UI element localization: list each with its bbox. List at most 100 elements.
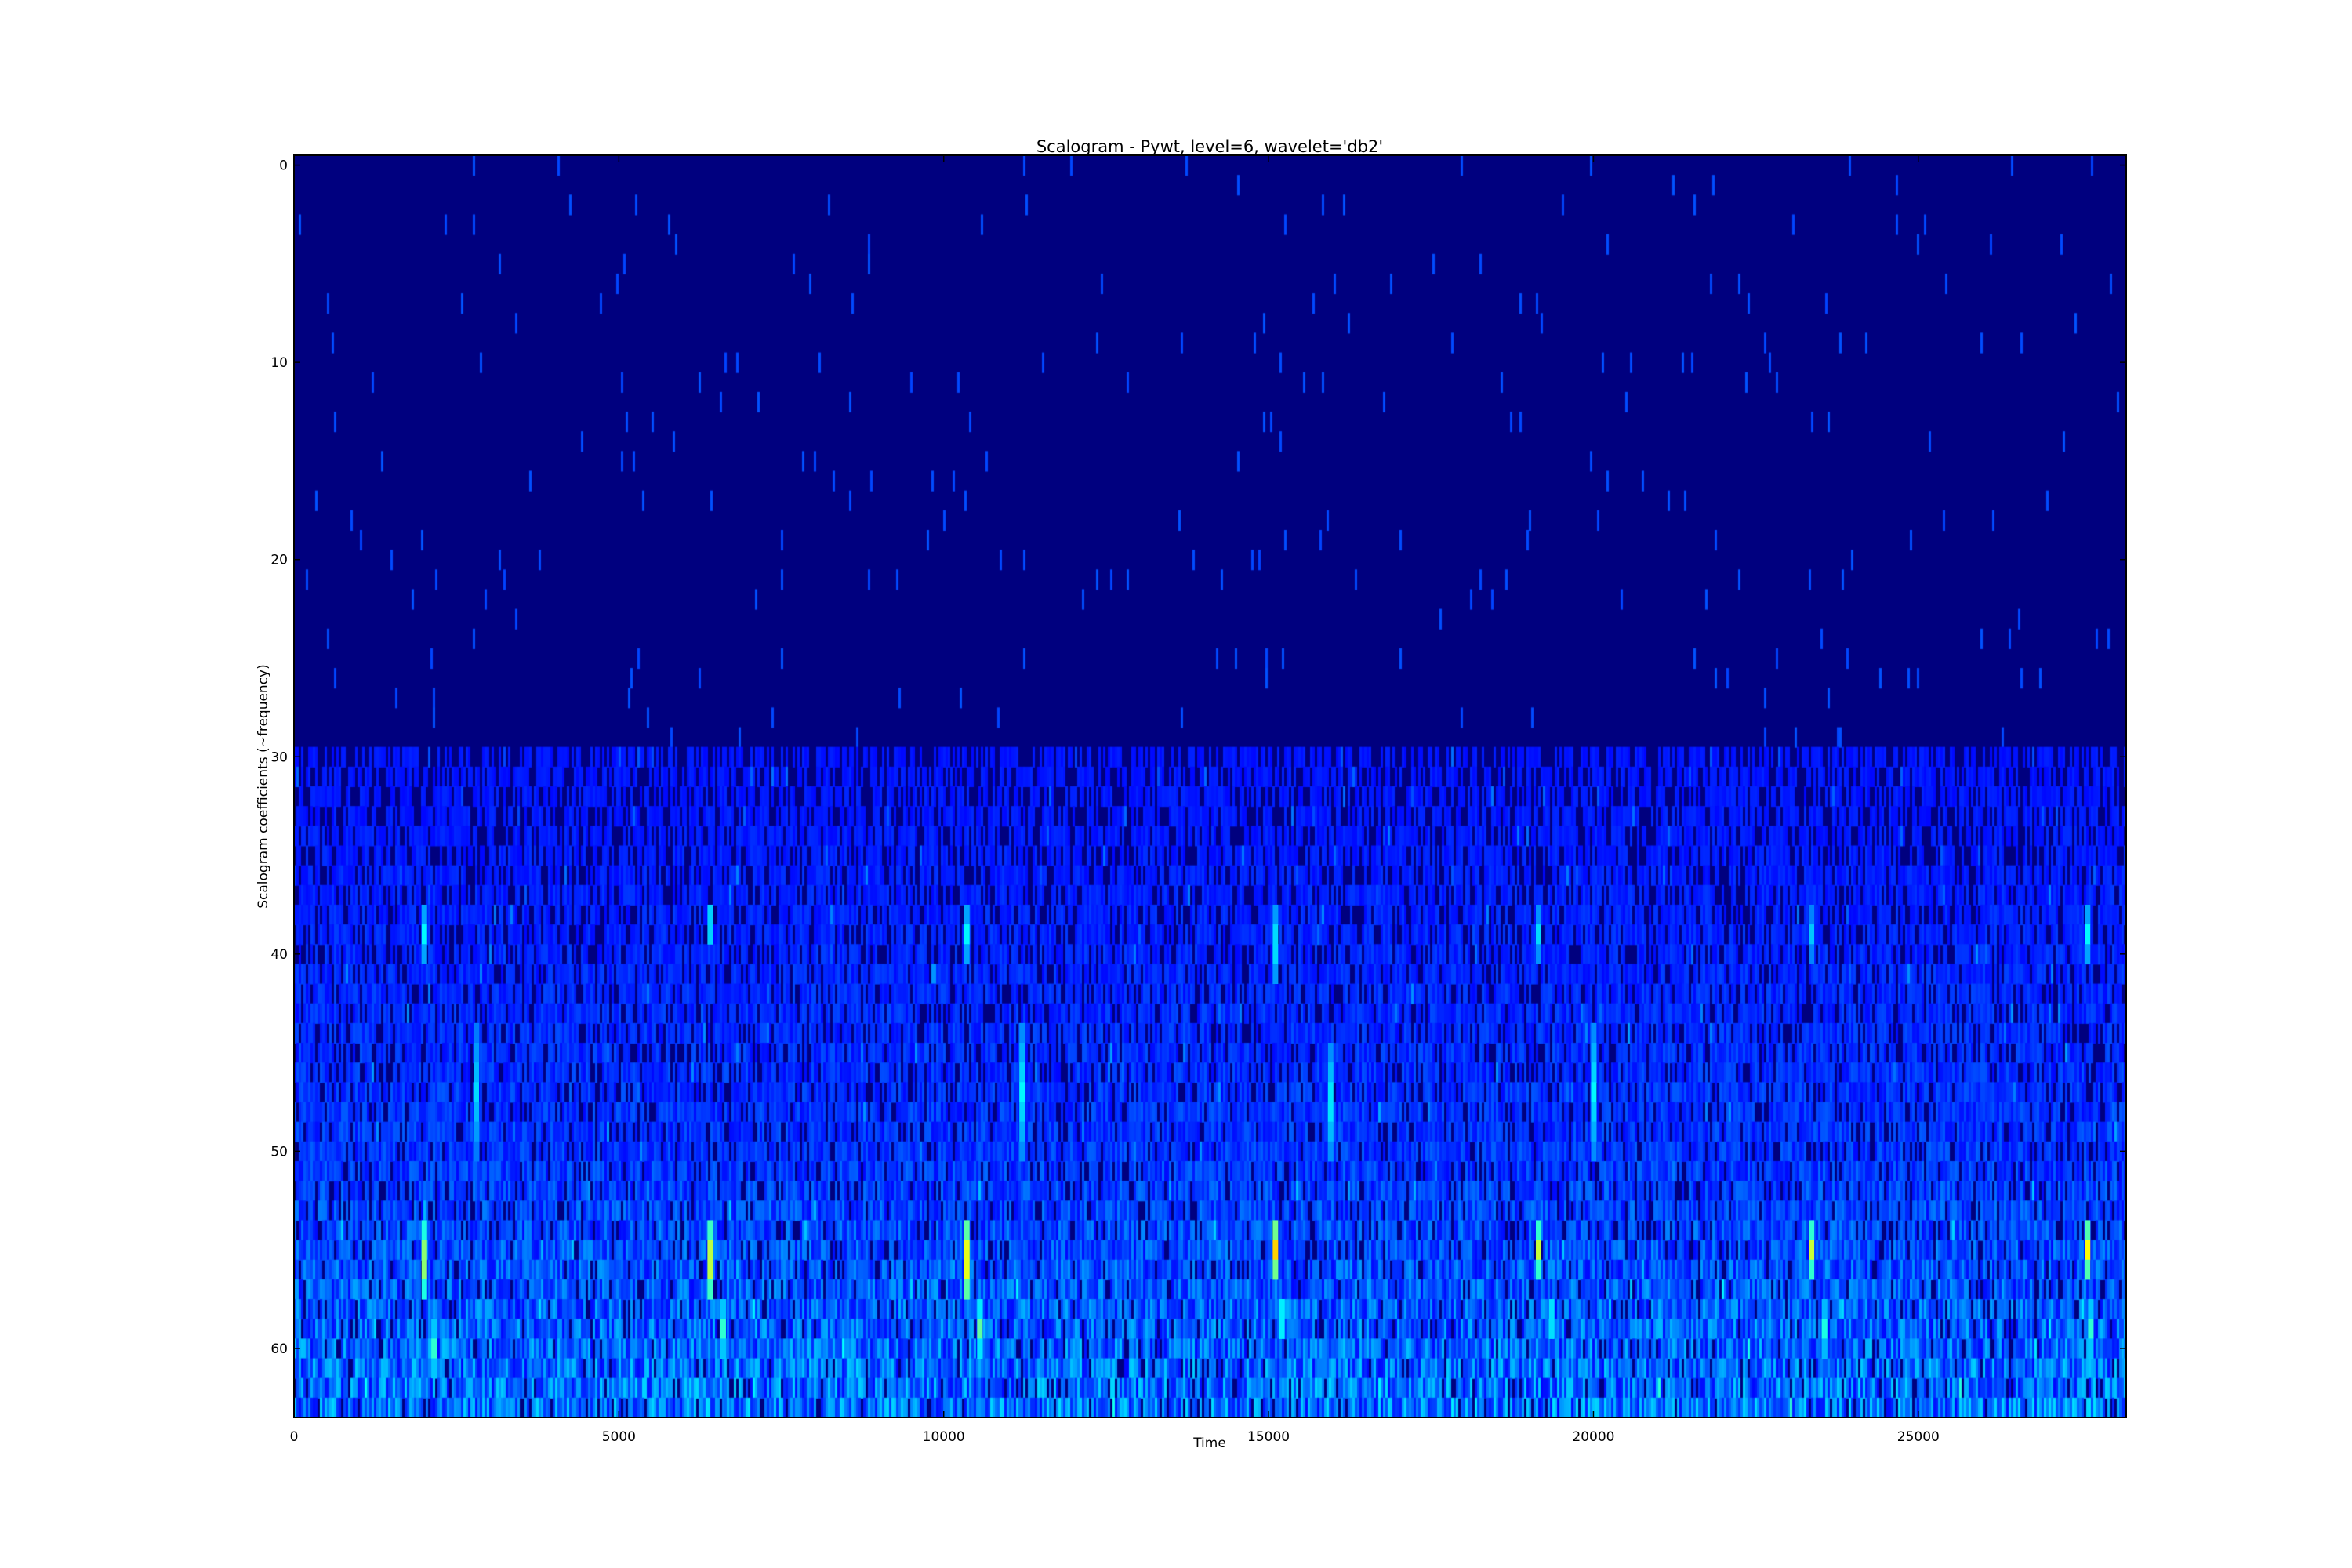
event-mark [474, 1141, 480, 1162]
x-axis: 0 5000 10000 15000 20000 25000 [290, 155, 1940, 1445]
event-mark [2085, 1259, 2091, 1280]
event-mark [720, 1338, 726, 1359]
event-mark [1809, 1259, 1815, 1280]
event-mark [1019, 1082, 1025, 1102]
event-mark [707, 1279, 713, 1300]
y-tick-label: 40 [270, 947, 288, 963]
x-axis-label: Time [1192, 1436, 1226, 1451]
event-mark [964, 924, 970, 945]
event-mark [1548, 1299, 1555, 1319]
event-mark [474, 1082, 480, 1102]
event-mark [964, 944, 970, 964]
event-mark [1019, 1062, 1025, 1083]
event-mark [1536, 904, 1542, 925]
event-mark [2088, 1338, 2094, 1359]
event-mark [1279, 1299, 1285, 1319]
event-mark [1591, 1062, 1597, 1083]
event-mark [2085, 904, 2091, 925]
event-mark [421, 904, 427, 925]
event-mark [2085, 924, 2091, 945]
event-mark [964, 904, 970, 925]
event-mark [1809, 1220, 1815, 1241]
event-mark [1279, 1319, 1285, 1339]
event-mark [1327, 1062, 1334, 1083]
event-mark [1536, 1220, 1542, 1241]
event-mark [1327, 1121, 1334, 1142]
event-marks [421, 904, 2094, 1379]
event-mark [1272, 1259, 1279, 1280]
event-mark [977, 1299, 983, 1319]
event-mark [474, 1043, 480, 1063]
event-mark [964, 1279, 970, 1300]
event-mark [431, 1358, 437, 1379]
event-mark [720, 1319, 726, 1339]
event-mark [474, 1022, 480, 1044]
chart-title: Scalogram - Pywt, level=6, wavelet='db2' [1036, 137, 1383, 156]
event-mark [1591, 1082, 1597, 1102]
event-mark [1591, 1141, 1597, 1162]
x-tick-label: 15000 [1247, 1429, 1290, 1445]
x-tick-label: 25000 [1897, 1429, 1940, 1445]
event-mark [707, 924, 713, 945]
event-mark [1536, 924, 1542, 945]
y-tick-label: 10 [270, 355, 288, 371]
x-tick-label: 20000 [1572, 1429, 1614, 1445]
event-mark [421, 924, 427, 945]
event-mark [421, 1259, 427, 1280]
event-mark [1272, 1220, 1279, 1241]
event-mark [431, 1319, 437, 1339]
event-mark [2085, 944, 2091, 964]
x-tick-label: 0 [290, 1429, 299, 1445]
event-mark [474, 1062, 480, 1083]
event-mark [707, 1220, 713, 1241]
event-mark [1809, 924, 1815, 945]
event-mark [964, 1240, 970, 1261]
x-tick-label: 5000 [602, 1429, 636, 1445]
plot-frame [293, 154, 2127, 1418]
event-mark [1591, 1022, 1597, 1044]
event-mark [1548, 1319, 1555, 1339]
scalogram-image [294, 155, 2126, 1417]
event-mark [421, 1279, 427, 1300]
y-axis-label: Scalogram coefficients (~frequency) [256, 664, 271, 909]
event-mark [1536, 1259, 1542, 1280]
event-mark [421, 1240, 427, 1261]
event-mark [977, 1338, 983, 1359]
event-mark [1272, 904, 1279, 925]
event-mark [1019, 1102, 1025, 1123]
event-mark [2088, 1299, 2094, 1319]
event-mark [964, 1220, 970, 1241]
event-mark [1327, 1043, 1334, 1063]
event-mark [1019, 1022, 1025, 1044]
event-mark [1327, 1102, 1334, 1123]
y-axis: 0 10 20 30 40 50 60 [270, 158, 2126, 1357]
event-mark [1019, 1121, 1025, 1142]
event-mark [431, 1338, 437, 1359]
event-mark [1272, 964, 1279, 985]
event-mark [1536, 944, 1542, 964]
event-mark [707, 1259, 713, 1280]
x-tick-label: 10000 [923, 1429, 965, 1445]
event-mark [474, 1121, 480, 1142]
event-mark [1272, 924, 1279, 945]
event-mark [421, 1220, 427, 1241]
event-mark [1809, 944, 1815, 964]
event-mark [2088, 1319, 2094, 1339]
event-mark [1327, 1082, 1334, 1102]
y-tick-label: 60 [270, 1341, 288, 1357]
event-mark [707, 904, 713, 925]
event-mark [1821, 1319, 1828, 1339]
event-mark [1809, 904, 1815, 925]
event-mark [1536, 1240, 1542, 1261]
event-mark [977, 1319, 983, 1339]
event-mark [1019, 1141, 1025, 1162]
event-mark [474, 1102, 480, 1123]
y-tick-label: 30 [270, 750, 288, 765]
event-mark [421, 944, 427, 964]
event-mark [1591, 1043, 1597, 1063]
event-mark [1821, 1299, 1828, 1319]
event-mark [1591, 1121, 1597, 1142]
y-tick-label: 0 [279, 158, 288, 174]
event-mark [2085, 1220, 2091, 1241]
